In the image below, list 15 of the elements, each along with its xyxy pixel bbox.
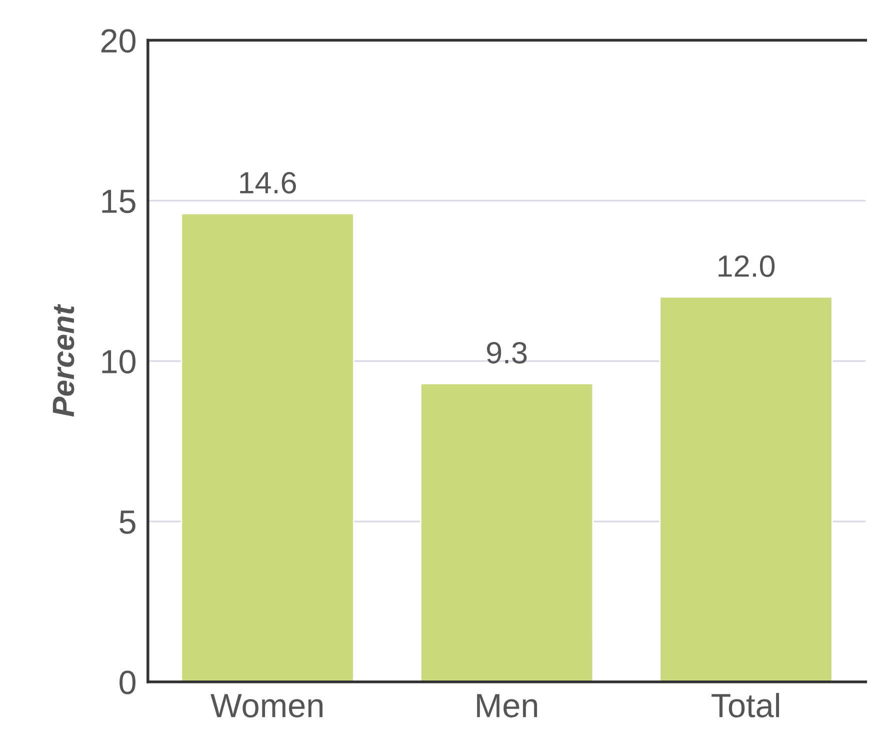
bar bbox=[420, 382, 594, 682]
data-label: 14.6 bbox=[240, 172, 296, 194]
bar bbox=[659, 296, 833, 682]
y-tick-label: 0 bbox=[120, 670, 136, 694]
y-axis-title: Percent bbox=[52, 304, 74, 417]
y-tick-label: 5 bbox=[120, 510, 136, 534]
x-tick-label: Total bbox=[712, 692, 779, 718]
x-tick-label: Men bbox=[477, 694, 538, 718]
data-label: 9.3 bbox=[486, 342, 527, 364]
y-tick-label: 15 bbox=[102, 190, 136, 214]
data-label: 12.0 bbox=[718, 255, 775, 277]
x-tick-label: Women bbox=[210, 694, 322, 718]
bar bbox=[180, 212, 354, 682]
y-tick-label: 10 bbox=[102, 350, 136, 374]
y-tick-label: 20 bbox=[101, 29, 136, 53]
